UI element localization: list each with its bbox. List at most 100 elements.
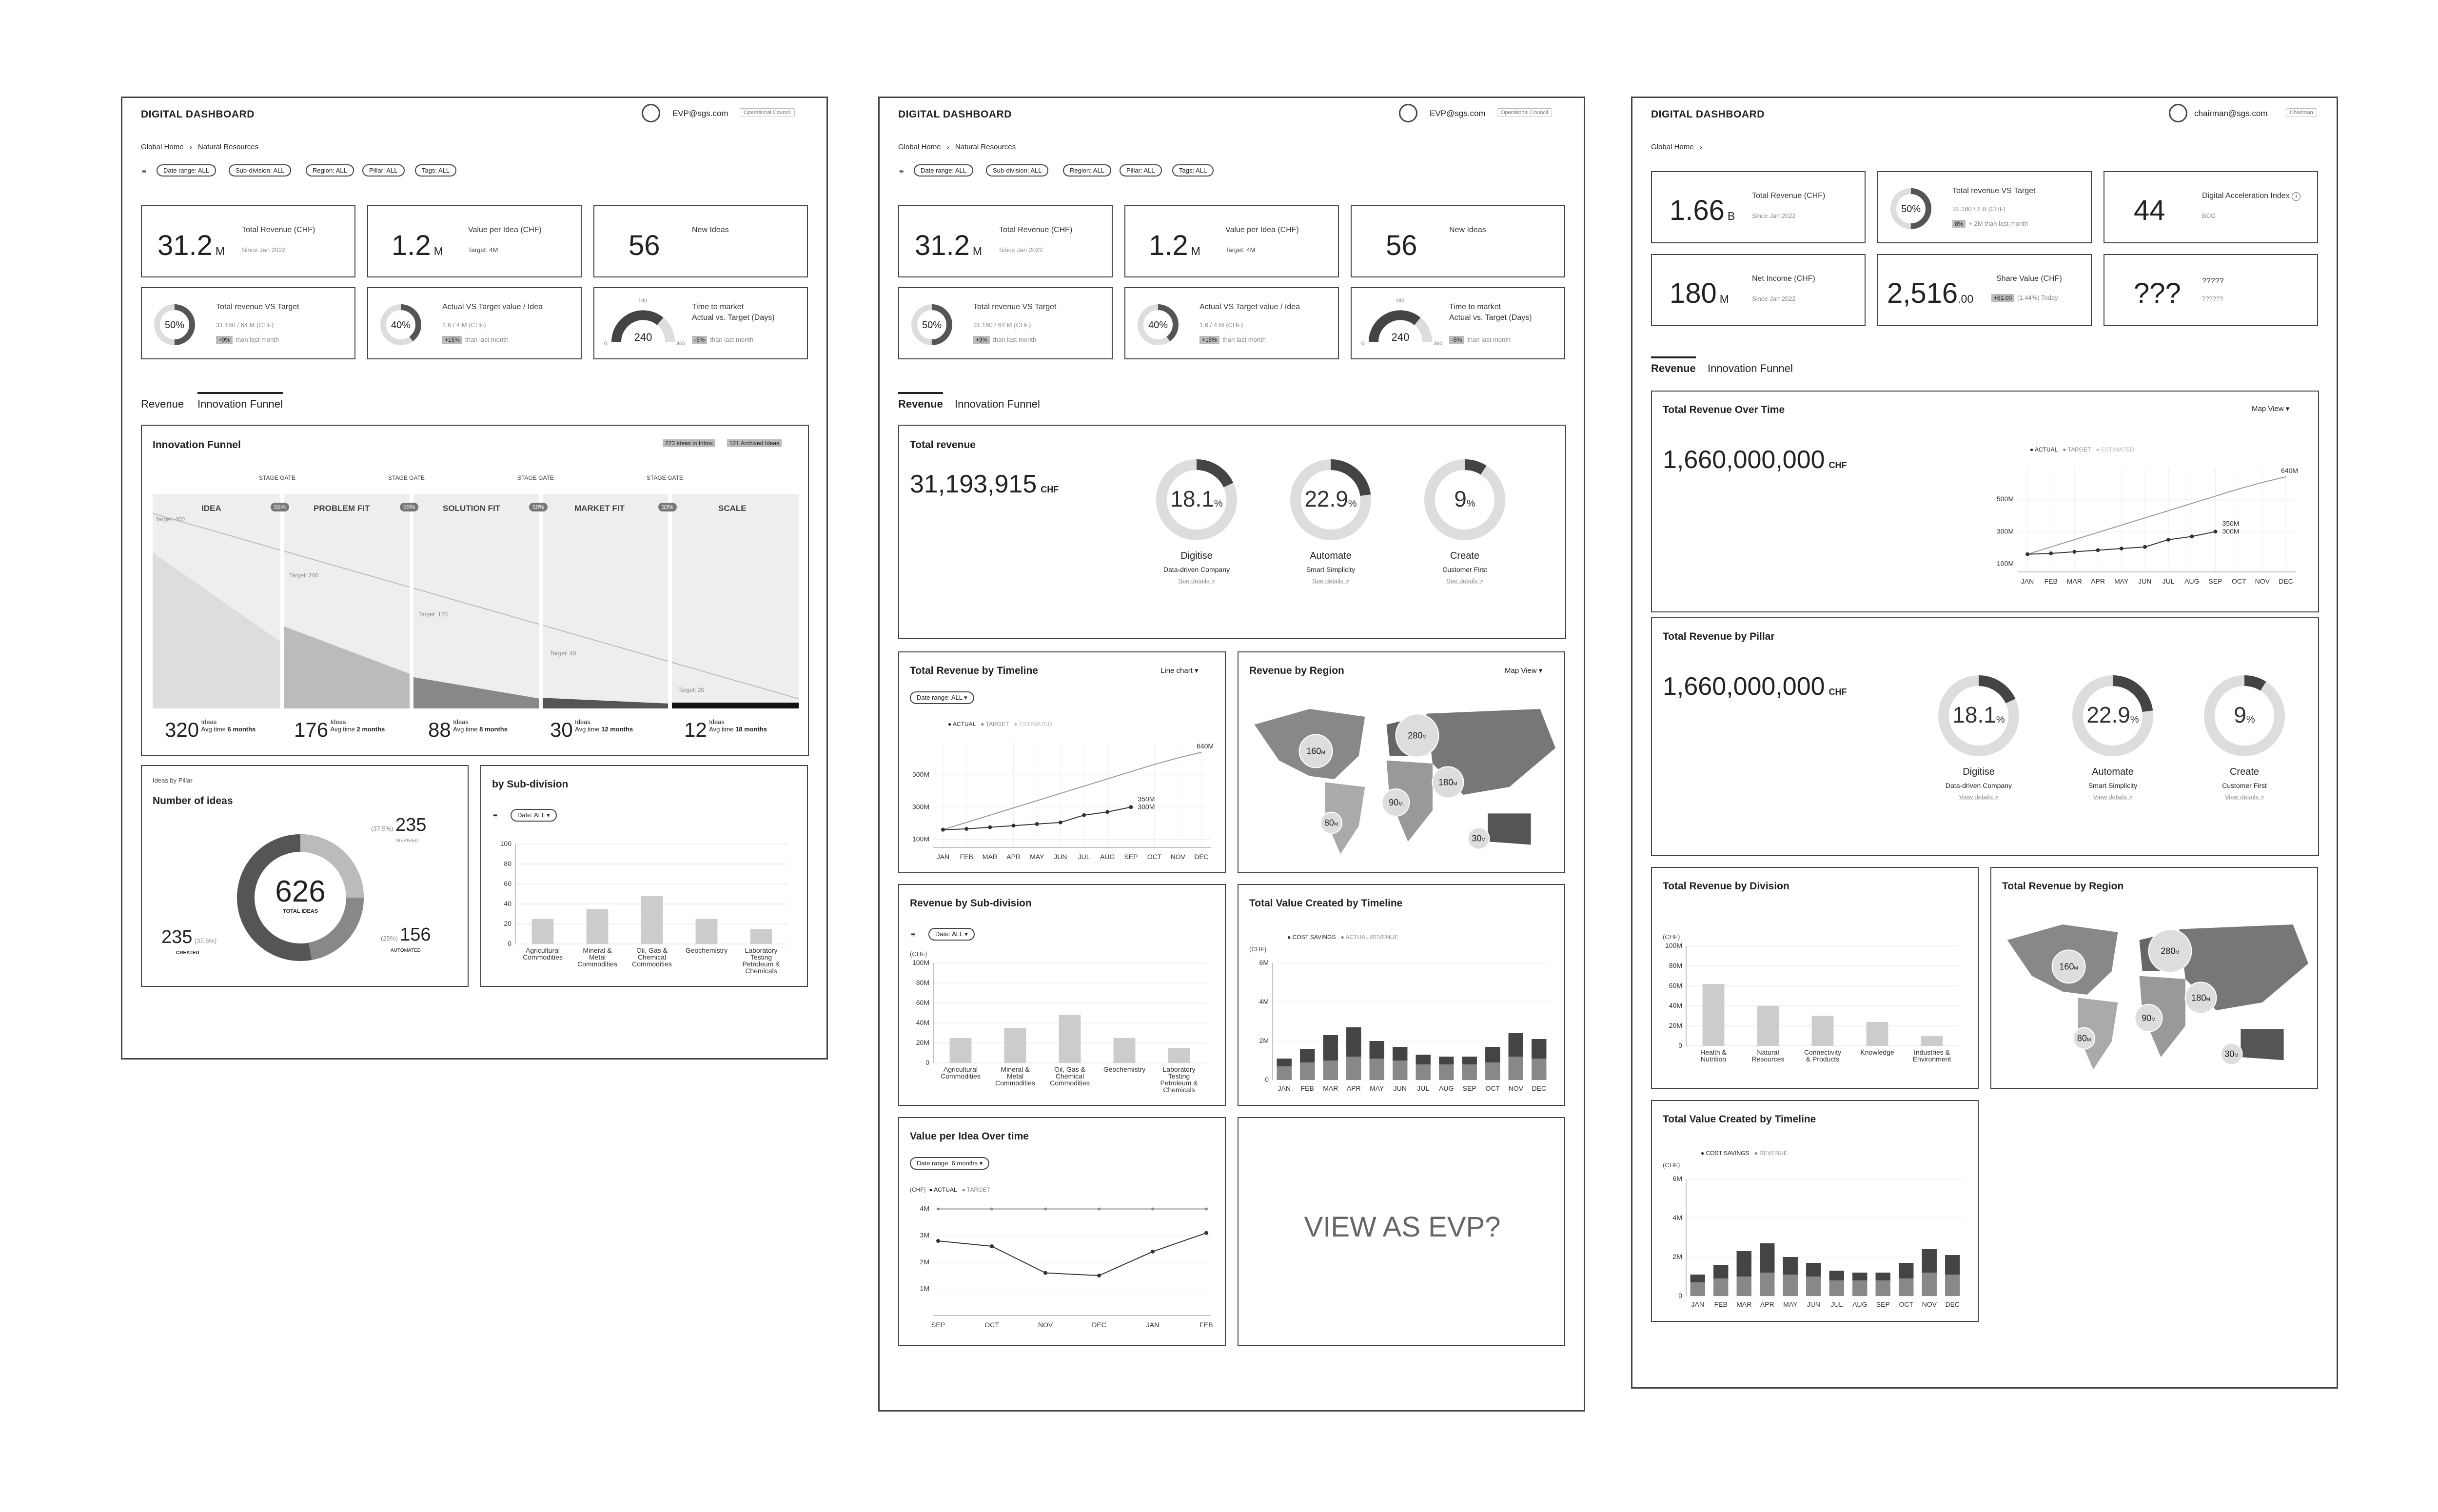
pillar-digitise[interactable]: 18.1% Digitise Data-driven Company View det… (1925, 672, 2032, 801)
tab-revenue[interactable]: Revenue (1651, 356, 1696, 375)
filter-subdivision[interactable]: Sub-division: ALL (986, 164, 1049, 177)
chart-type-dropdown[interactable]: Line chart ▾ (1160, 667, 1199, 675)
filter-date-range[interactable]: Date range: 6 months ▾ (910, 1157, 990, 1170)
kpi-new-ideas[interactable]: 56 New Ideas (1351, 205, 1565, 277)
breadcrumb-home[interactable]: Global Home (141, 143, 184, 151)
filter-subdivision[interactable]: Sub-division: ALL (229, 164, 292, 177)
kpi-revenue-vs-target[interactable]: 50% Total revenue VS Target 31.180 / 64 … (141, 287, 355, 359)
legend-cost-savings[interactable]: ● COST SAVINGS (1287, 934, 1336, 941)
bar-revenue (1277, 1066, 1292, 1080)
kpi-revenue-vs-target[interactable]: 50% Total revenue VS Target 31.180 / 64 … (898, 287, 1113, 359)
tab-innovation-funnel[interactable]: Innovation Funnel (1708, 362, 1793, 374)
filter-icon[interactable]: ≡ (899, 168, 904, 176)
legend-cost-savings[interactable]: ● COST SAVINGS (1701, 1150, 1750, 1157)
filter-tags[interactable]: Tags: ALL (1172, 164, 1214, 177)
pillar-create[interactable]: 9% Create Customer First View details > (2191, 672, 2298, 801)
archived-tag[interactable]: 121 Archived Ideas (727, 439, 782, 447)
kpi-time-to-market[interactable]: 240 0 180 360 Time to market Actual vs. … (593, 287, 808, 359)
view-as-evp-text[interactable]: VIEW AS EVP? (1304, 1211, 1501, 1243)
kpi-total-revenue[interactable]: 1.66 B Total Revenue (CHF) Since Jan 2022 (1651, 171, 1866, 243)
pillar-create[interactable]: 9% Create Customer First See details > (1411, 456, 1518, 585)
filter-tags[interactable]: Tags: ALL (415, 164, 457, 177)
see-details-link[interactable]: See details > (1446, 577, 1483, 585)
view-as-evp-card[interactable]: VIEW AS EVP? (1238, 1117, 1565, 1346)
legend-target[interactable]: ● TARGET (962, 1186, 990, 1193)
x-tick-label: FEB (960, 853, 973, 861)
inbox-tag[interactable]: 223 Ideas in Inbox (663, 439, 716, 447)
filter-icon[interactable]: ≡ (493, 812, 498, 820)
legend-estimated[interactable]: ● ESTIMATED (2096, 446, 2134, 453)
legend-target[interactable]: ● TARGET (981, 721, 1009, 727)
kpi-value-per-idea[interactable]: 1.2 M Value per Idea (CHF) Target: 4M (1124, 205, 1339, 277)
filter-icon[interactable]: ≡ (142, 168, 147, 176)
kpi-placeholder[interactable]: ??? ????? ?????? (2104, 254, 2318, 326)
info-icon[interactable]: i (2292, 192, 2301, 201)
legend-actual[interactable]: ● ACTUAL (929, 1186, 957, 1193)
stage-solution-fit[interactable]: SOLUTION FIT (443, 504, 501, 513)
legend-target[interactable]: ● TARGET (2063, 446, 2091, 453)
kpi-total-revenue[interactable]: 31.2 M Total Revenue (CHF) Since Jan 2022 (898, 205, 1113, 277)
stage-scale[interactable]: SCALE (718, 504, 747, 513)
segment-automated[interactable]: (25%) 156 AUTOMATED (381, 924, 431, 953)
kpi-total-revenue[interactable]: 31.2 M Total Revenue (CHF) Since Jan 2022 (141, 205, 355, 277)
kpi-actual-vs-target-idea[interactable]: 40% Actual VS Target value / Idea 1.6 / … (1124, 287, 1339, 359)
tab-innovation-funnel[interactable]: Innovation Funnel (955, 398, 1040, 410)
segment-inspired[interactable]: (37.5%) 235 INSPIRED (371, 815, 427, 844)
pillar-digitise[interactable]: 18.1% Digitise Data-driven Company See deta… (1143, 456, 1250, 585)
kpi-revenue-vs-target[interactable]: 50% Total revenue VS Target 31.180 / 2 B… (1877, 171, 2092, 243)
map-view-dropdown[interactable]: Map View ▾ (1505, 667, 1543, 675)
y-tick-label: 6M (1673, 1175, 1682, 1182)
kpi-actual-vs-target-idea[interactable]: 40% Actual VS Target value / Idea 1.6 / … (367, 287, 582, 359)
y-tick-label: 6M (1259, 959, 1269, 966)
y-tick-label: 100M (912, 959, 929, 966)
y-tick-label: 20 (504, 920, 511, 927)
legend-actual-revenue[interactable]: ● ACTUAL REVENUE (1340, 934, 1398, 941)
kpi-sub: Since Jan 2022 (999, 246, 1043, 254)
filter-pillar[interactable]: Pillar: ALL (1120, 164, 1162, 177)
tab-revenue[interactable]: Revenue (898, 392, 943, 411)
kpi-value-per-idea[interactable]: 1.2 M Value per Idea (CHF) Target: 4M (367, 205, 582, 277)
kpi-new-ideas[interactable]: 56 New Ideas (593, 205, 808, 277)
map-view-dropdown[interactable]: Map View ▾ (2252, 405, 2290, 413)
segment-created[interactable]: 235 (37.5%) CREATED (161, 927, 217, 956)
see-details-link[interactable]: View details > (1959, 793, 1999, 801)
legend-actual[interactable]: ● ACTUAL (2030, 446, 2058, 453)
target-point (937, 1207, 940, 1211)
kpi-share-value[interactable]: 2,516.00 Share Value (CHF) +61.00 (1.44%)… (1877, 254, 2092, 326)
tab-innovation-funnel[interactable]: Innovation Funnel (197, 392, 283, 411)
filter-date-range[interactable]: Date range: ALL (914, 164, 973, 177)
pillar-automate[interactable]: 22.9% Automate Smart Simplicity See details… (1277, 456, 1384, 585)
filter-pillar[interactable]: Pillar: ALL (362, 164, 405, 177)
legend-actual[interactable]: ● ACTUAL (948, 721, 976, 727)
stage-market-fit[interactable]: MARKET FIT (574, 504, 625, 513)
breadcrumb-current[interactable]: Natural Resources (197, 143, 259, 151)
filter-date[interactable]: Date: ALL ▾ (511, 809, 557, 822)
breadcrumb-home[interactable]: Global Home (898, 143, 941, 151)
see-details-link[interactable]: View details > (2224, 793, 2264, 801)
tab-revenue[interactable]: Revenue (141, 398, 184, 410)
stage-idea[interactable]: IDEA (201, 504, 221, 513)
filter-icon[interactable]: ≡ (911, 931, 916, 939)
filter-date-range[interactable]: Date range: ALL ▾ (910, 691, 974, 704)
legend-estimated[interactable]: ● ESTIMATED (1014, 721, 1052, 727)
see-details-link[interactable]: View details > (2093, 793, 2133, 801)
kpi-digital-acceleration[interactable]: 44 Digital Acceleration Index i BCG (2104, 171, 2318, 243)
filter-date[interactable]: Date: ALL ▾ (928, 928, 975, 941)
dashboard-frame-funnel: DIGITAL DASHBOARD EVP@sgs.com Operationa… (121, 97, 828, 1060)
see-details-link[interactable]: See details > (1178, 577, 1215, 585)
breadcrumb-current[interactable]: Natural Resources (955, 143, 1016, 151)
user-avatar[interactable] (1399, 104, 1417, 122)
user-avatar[interactable] (642, 104, 660, 122)
user-avatar[interactable] (2169, 104, 2187, 122)
filter-region[interactable]: Region: ALL (306, 164, 354, 177)
kpi-time-to-market[interactable]: 240 0 180 360 Time to market Actual vs. … (1351, 287, 1565, 359)
stage-problem-fit[interactable]: PROBLEM FIT (314, 504, 370, 513)
see-details-link[interactable]: See details > (1312, 577, 1349, 585)
filter-date-range[interactable]: Date range: ALL (157, 164, 216, 177)
legend-revenue[interactable]: ● REVENUE (1754, 1150, 1788, 1157)
pillar-automate[interactable]: 22.9% Automate Smart Simplicity View detail… (2059, 672, 2166, 801)
x-tick-label: Petroleum & (742, 960, 780, 968)
filter-region[interactable]: Region: ALL (1063, 164, 1111, 177)
breadcrumb-home[interactable]: Global Home (1651, 143, 1694, 151)
kpi-net-income[interactable]: 180 M Net Income (CHF) Since Jan 2022 (1651, 254, 1866, 326)
